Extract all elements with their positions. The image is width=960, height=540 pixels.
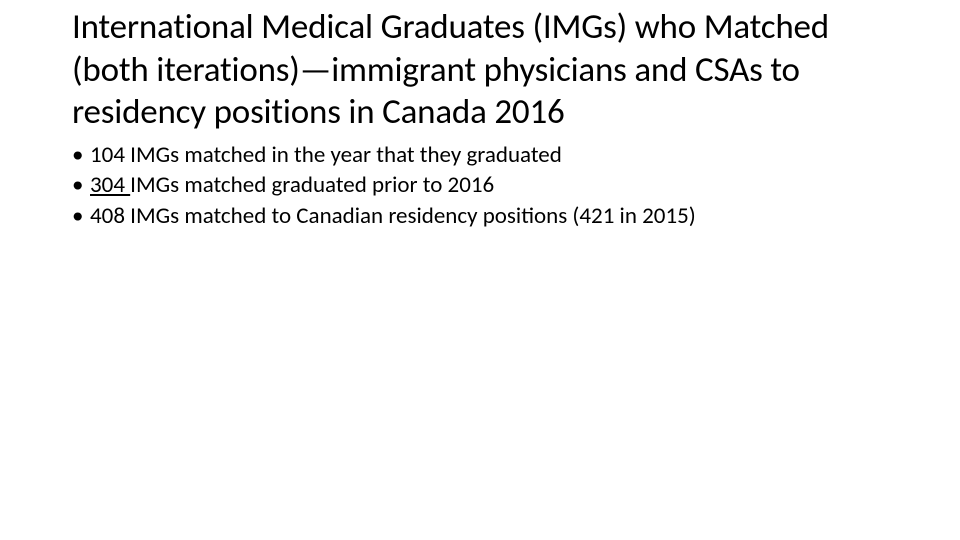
bullet-rest: IMGs matched to Canadian residency posit… — [130, 202, 696, 230]
slide-title: International Medical Graduates (IMGs) w… — [72, 6, 888, 134]
slide: International Medical Graduates (IMGs) w… — [0, 0, 960, 540]
bullet-list: 104 IMGs matched in the year that they g… — [72, 140, 888, 231]
bullet-prefix: 304 — [90, 171, 130, 199]
bullet-prefix: 104 — [90, 141, 130, 169]
bullet-prefix: 408 — [90, 202, 130, 230]
bullet-rest: IMGs matched graduated prior to 2016 — [130, 171, 494, 199]
bullet-rest: IMGs matched in the year that they gradu… — [130, 141, 562, 169]
list-item: 408 IMGs matched to Canadian residency p… — [72, 201, 888, 231]
list-item: 104 IMGs matched in the year that they g… — [72, 140, 888, 170]
list-item: 304 IMGs matched graduated prior to 2016 — [72, 170, 888, 200]
